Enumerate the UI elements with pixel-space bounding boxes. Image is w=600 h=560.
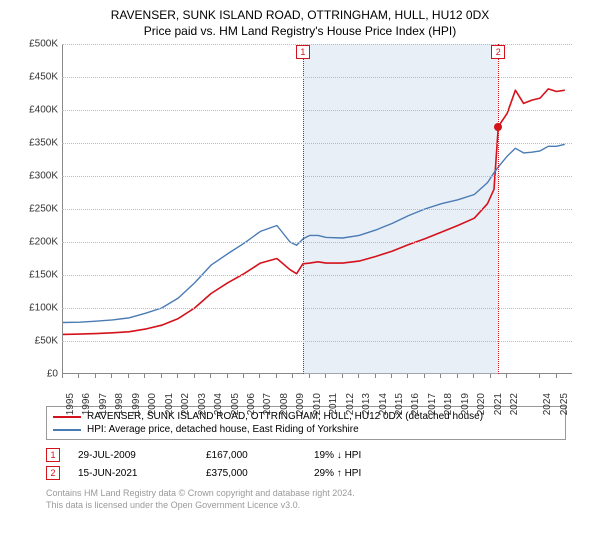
x-tick-mark [325, 374, 326, 378]
x-tick-mark [375, 374, 376, 378]
x-axis-ticks: 1995199619971998199920002001200220032004… [62, 374, 572, 404]
x-tick-mark [556, 374, 557, 378]
x-tick-mark [309, 374, 310, 378]
footnote-line: Contains HM Land Registry data © Crown c… [46, 488, 590, 500]
legend-swatch [53, 416, 81, 418]
x-tick-mark [391, 374, 392, 378]
x-tick-label: 2000 [147, 393, 158, 415]
x-tick-label: 2017 [427, 393, 438, 415]
x-tick-label: 2004 [213, 393, 224, 415]
sale-price: £167,000 [206, 450, 296, 461]
x-tick-label: 2022 [509, 393, 520, 415]
x-tick-label: 2009 [295, 393, 306, 415]
x-tick-label: 2021 [493, 393, 504, 415]
x-tick-mark [259, 374, 260, 378]
series-hpi [63, 144, 565, 322]
sale-date: 29-JUL-2009 [78, 450, 188, 461]
sale-row: 2 15-JUN-2021 £375,000 29% ↑ HPI [46, 464, 566, 482]
x-tick-mark [473, 374, 474, 378]
x-tick-mark [243, 374, 244, 378]
x-tick-mark [210, 374, 211, 378]
legend-item: HPI: Average price, detached house, East… [53, 423, 559, 436]
y-tick-label: £450K [18, 72, 58, 83]
x-tick-label: 2018 [443, 393, 454, 415]
x-tick-label: 1998 [114, 393, 125, 415]
sale-row: 1 29-JUL-2009 £167,000 19% ↓ HPI [46, 446, 566, 464]
x-tick-label: 2013 [361, 393, 372, 415]
marker-box: 1 [296, 45, 310, 59]
legend-label: HPI: Average price, detached house, East… [87, 424, 359, 435]
y-tick-label: £100K [18, 303, 58, 314]
x-tick-label: 2005 [230, 393, 241, 415]
x-tick-mark [292, 374, 293, 378]
sale-marker-icon: 1 [46, 448, 60, 462]
x-tick-label: 2008 [279, 393, 290, 415]
chart-area: 12 1995199619971998199920002001200220032… [18, 44, 578, 404]
footnote-line: This data is licensed under the Open Gov… [46, 500, 590, 512]
y-tick-label: £200K [18, 237, 58, 248]
x-tick-mark [78, 374, 79, 378]
x-tick-label: 2007 [262, 393, 273, 415]
x-tick-label: 2001 [164, 393, 175, 415]
x-tick-mark [424, 374, 425, 378]
series-property [63, 89, 565, 335]
x-tick-mark [62, 374, 63, 378]
x-tick-mark [194, 374, 195, 378]
y-tick-label: £0 [18, 369, 58, 380]
plot-region: 12 [62, 44, 572, 374]
x-tick-label: 2011 [328, 393, 339, 415]
legend-swatch [53, 429, 81, 431]
x-tick-label: 1999 [131, 393, 142, 415]
sale-date: 15-JUN-2021 [78, 468, 188, 479]
sale-marker-icon: 2 [46, 466, 60, 480]
chart-title-address: RAVENSER, SUNK ISLAND ROAD, OTTRINGHAM, … [10, 8, 590, 22]
x-tick-label: 2024 [542, 393, 553, 415]
line-series-svg [63, 44, 573, 374]
x-tick-label: 2003 [197, 393, 208, 415]
x-tick-mark [144, 374, 145, 378]
marker-box: 2 [491, 45, 505, 59]
y-tick-label: £50K [18, 336, 58, 347]
y-tick-label: £300K [18, 171, 58, 182]
y-tick-label: £400K [18, 105, 58, 116]
footnote: Contains HM Land Registry data © Crown c… [46, 488, 590, 511]
sales-table: 1 29-JUL-2009 £167,000 19% ↓ HPI 2 15-JU… [46, 446, 566, 482]
x-tick-label: 2019 [460, 393, 471, 415]
y-tick-label: £500K [18, 39, 58, 50]
x-tick-mark [490, 374, 491, 378]
x-tick-mark [407, 374, 408, 378]
x-tick-mark [111, 374, 112, 378]
chart-subtitle: Price paid vs. HM Land Registry's House … [10, 24, 590, 38]
y-tick-label: £150K [18, 270, 58, 281]
x-tick-label: 1995 [65, 393, 76, 415]
sale-hpi-diff: 29% ↑ HPI [314, 468, 434, 479]
x-tick-label: 2016 [410, 393, 421, 415]
x-tick-label: 2006 [246, 393, 257, 415]
x-tick-label: 2015 [394, 393, 405, 415]
sale-price: £375,000 [206, 468, 296, 479]
x-tick-label: 2002 [180, 393, 191, 415]
x-tick-mark [506, 374, 507, 378]
x-tick-label: 2010 [312, 393, 323, 415]
x-tick-label: 2012 [345, 393, 356, 415]
x-tick-mark [440, 374, 441, 378]
x-tick-mark [457, 374, 458, 378]
y-tick-label: £350K [18, 138, 58, 149]
x-tick-mark [177, 374, 178, 378]
x-tick-mark [342, 374, 343, 378]
x-tick-label: 2025 [559, 393, 570, 415]
x-tick-mark [358, 374, 359, 378]
x-tick-label: 2020 [476, 393, 487, 415]
sale-hpi-diff: 19% ↓ HPI [314, 450, 434, 461]
x-tick-mark [227, 374, 228, 378]
x-tick-mark [276, 374, 277, 378]
y-tick-label: £250K [18, 204, 58, 215]
x-tick-mark [95, 374, 96, 378]
x-tick-mark [128, 374, 129, 378]
x-tick-mark [539, 374, 540, 378]
x-tick-label: 1997 [98, 393, 109, 415]
x-tick-label: 2014 [378, 393, 389, 415]
x-tick-label: 1996 [81, 393, 92, 415]
x-tick-mark [161, 374, 162, 378]
